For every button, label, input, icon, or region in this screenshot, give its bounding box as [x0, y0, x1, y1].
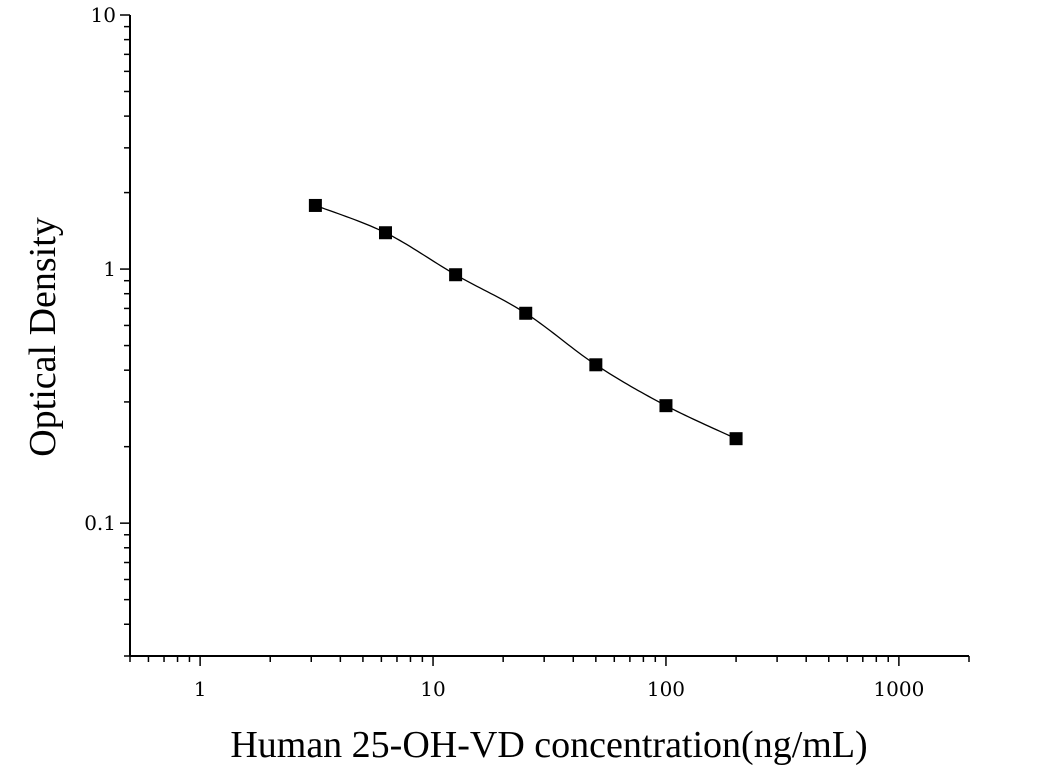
tick-marks [120, 14, 970, 666]
x-tick-label: 1000 [873, 677, 924, 701]
fit-curve [315, 204, 737, 440]
data-point [729, 432, 743, 446]
data-point [378, 226, 392, 240]
x-tick-label: 1 [194, 677, 207, 701]
y-tick-label: 10 [91, 3, 116, 27]
y-axis-title: Optical Density [22, 217, 64, 457]
x-tick-label: 10 [420, 677, 445, 701]
data-point [589, 358, 603, 372]
tick-labels: 1 10 100 1000 0.1 1 10 [84, 3, 924, 701]
axes [129, 15, 969, 657]
data-point [519, 306, 533, 320]
y-tick-label: 1 [103, 257, 116, 281]
data-point [449, 268, 463, 282]
x-tick-label: 100 [647, 677, 685, 701]
x-axis-title: Human 25-OH-VD concentration(ng/mL) [230, 724, 867, 766]
data-point [659, 399, 673, 413]
y-tick-label: 0.1 [84, 511, 116, 535]
data-points [308, 198, 743, 446]
data-point [308, 198, 322, 212]
